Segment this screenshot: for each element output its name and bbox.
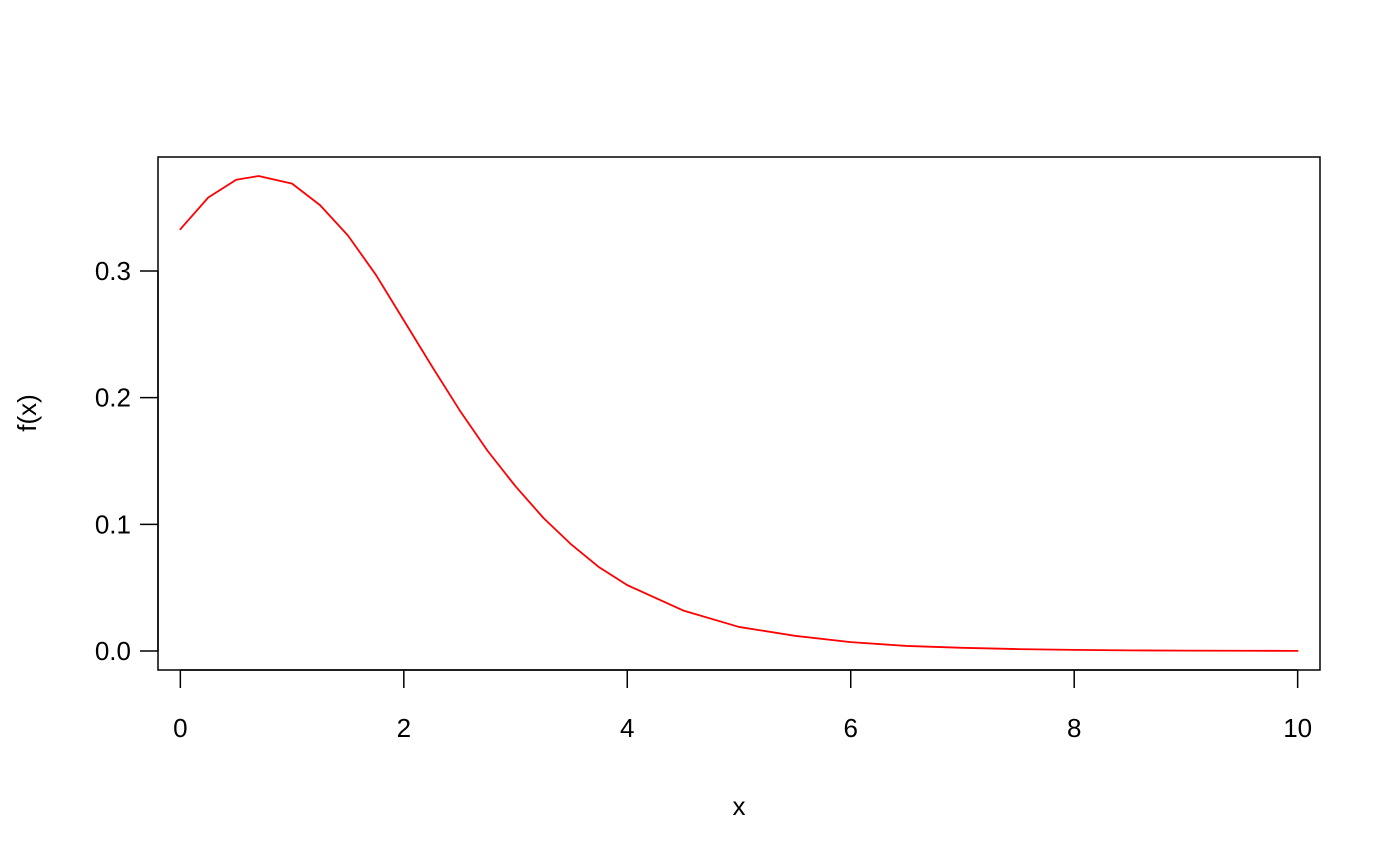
y-tick-label: 0.2 [95, 383, 131, 413]
y-axis-title: f(x) [12, 394, 42, 432]
x-tick-label: 2 [397, 713, 411, 743]
y-tick-label: 0.3 [95, 256, 131, 286]
y-tick-label: 0.0 [95, 636, 131, 666]
x-tick-label: 10 [1283, 713, 1312, 743]
series-layer [179, 175, 1299, 652]
x-axis: 0 2 4 6 8 10 [173, 669, 1312, 743]
x-tick-label: 6 [843, 713, 857, 743]
plot-frame [157, 156, 1321, 671]
density-curve [179, 175, 1299, 652]
x-tick-label: 8 [1067, 713, 1081, 743]
x-axis-title: x [733, 791, 746, 821]
y-axis: 0.0 0.1 0.2 0.3 [95, 256, 159, 666]
x-tick-label: 4 [620, 713, 634, 743]
y-tick-label: 0.1 [95, 509, 131, 539]
x-tick-label: 0 [173, 713, 187, 743]
